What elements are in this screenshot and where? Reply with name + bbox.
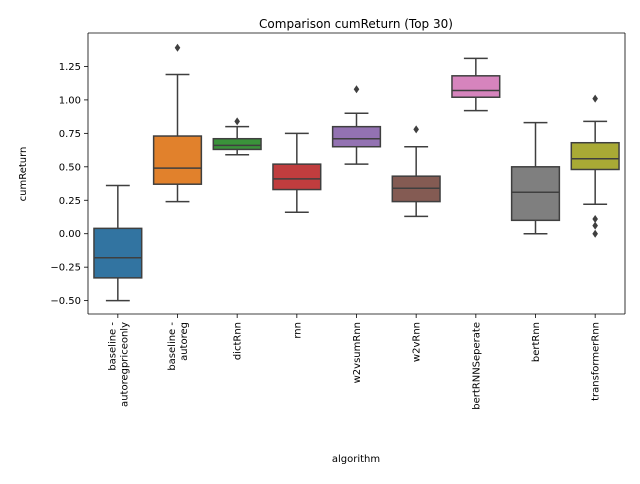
outlier-point <box>592 221 598 230</box>
outlier-point <box>174 43 181 52</box>
box-group <box>451 57 501 112</box>
y-tick-label: 0.75 <box>59 129 81 140</box>
y-axis-label: cumReturn <box>18 147 29 202</box>
box <box>272 163 322 191</box>
outlier-point <box>353 85 360 94</box>
box <box>93 227 143 279</box>
y-tick-label: 1.25 <box>59 62 81 73</box>
box-group <box>212 117 262 156</box>
y-tick-label: 0.25 <box>59 196 81 207</box>
box-group <box>272 132 322 214</box>
x-tick-label: w2vsumRnn <box>352 322 363 383</box>
x-tick-label: bertRnn <box>531 322 542 362</box>
y-tick-label: 0.50 <box>59 162 81 173</box>
box-group <box>391 125 441 218</box>
x-tick-label: baseline -autoregpriceonly <box>107 322 130 407</box>
box-group <box>510 121 561 235</box>
y-tick-label: 0.00 <box>59 229 81 240</box>
x-axis-label: algorithm <box>332 454 380 465</box>
plot-area <box>93 43 620 302</box>
outlier-point <box>234 117 240 126</box>
x-tick-label: dictRnn <box>233 322 244 360</box>
outlier-point <box>413 125 419 134</box>
box <box>331 125 382 148</box>
outlier-point <box>592 214 598 223</box>
chart-title: Comparison cumReturn (Top 30) <box>259 17 453 31</box>
x-tick-label: rnn <box>292 322 303 339</box>
x-tick-label: baseline -autoreg <box>167 322 190 371</box>
outlier-point <box>592 229 598 238</box>
y-tick-label: −0.25 <box>50 263 81 274</box>
box-group <box>152 43 203 203</box>
y-tick-label: −0.50 <box>50 296 81 307</box>
box <box>152 135 203 185</box>
box-group <box>570 94 620 238</box>
box-group <box>331 85 382 165</box>
outlier-point <box>592 94 598 103</box>
box-group <box>93 184 143 302</box>
y-tick-label: 1.00 <box>59 95 81 106</box>
box <box>570 141 620 171</box>
axes: baseline -autoregpriceonly baseline -auto… <box>50 32 626 410</box>
x-tick-label: w2vRnn <box>412 322 423 362</box>
box <box>212 137 262 151</box>
box <box>510 166 561 222</box>
box <box>451 75 501 98</box>
x-tick-label: bertRNNSeperate <box>471 322 482 410</box>
x-tick-label: transformerRnn <box>591 322 602 401</box>
